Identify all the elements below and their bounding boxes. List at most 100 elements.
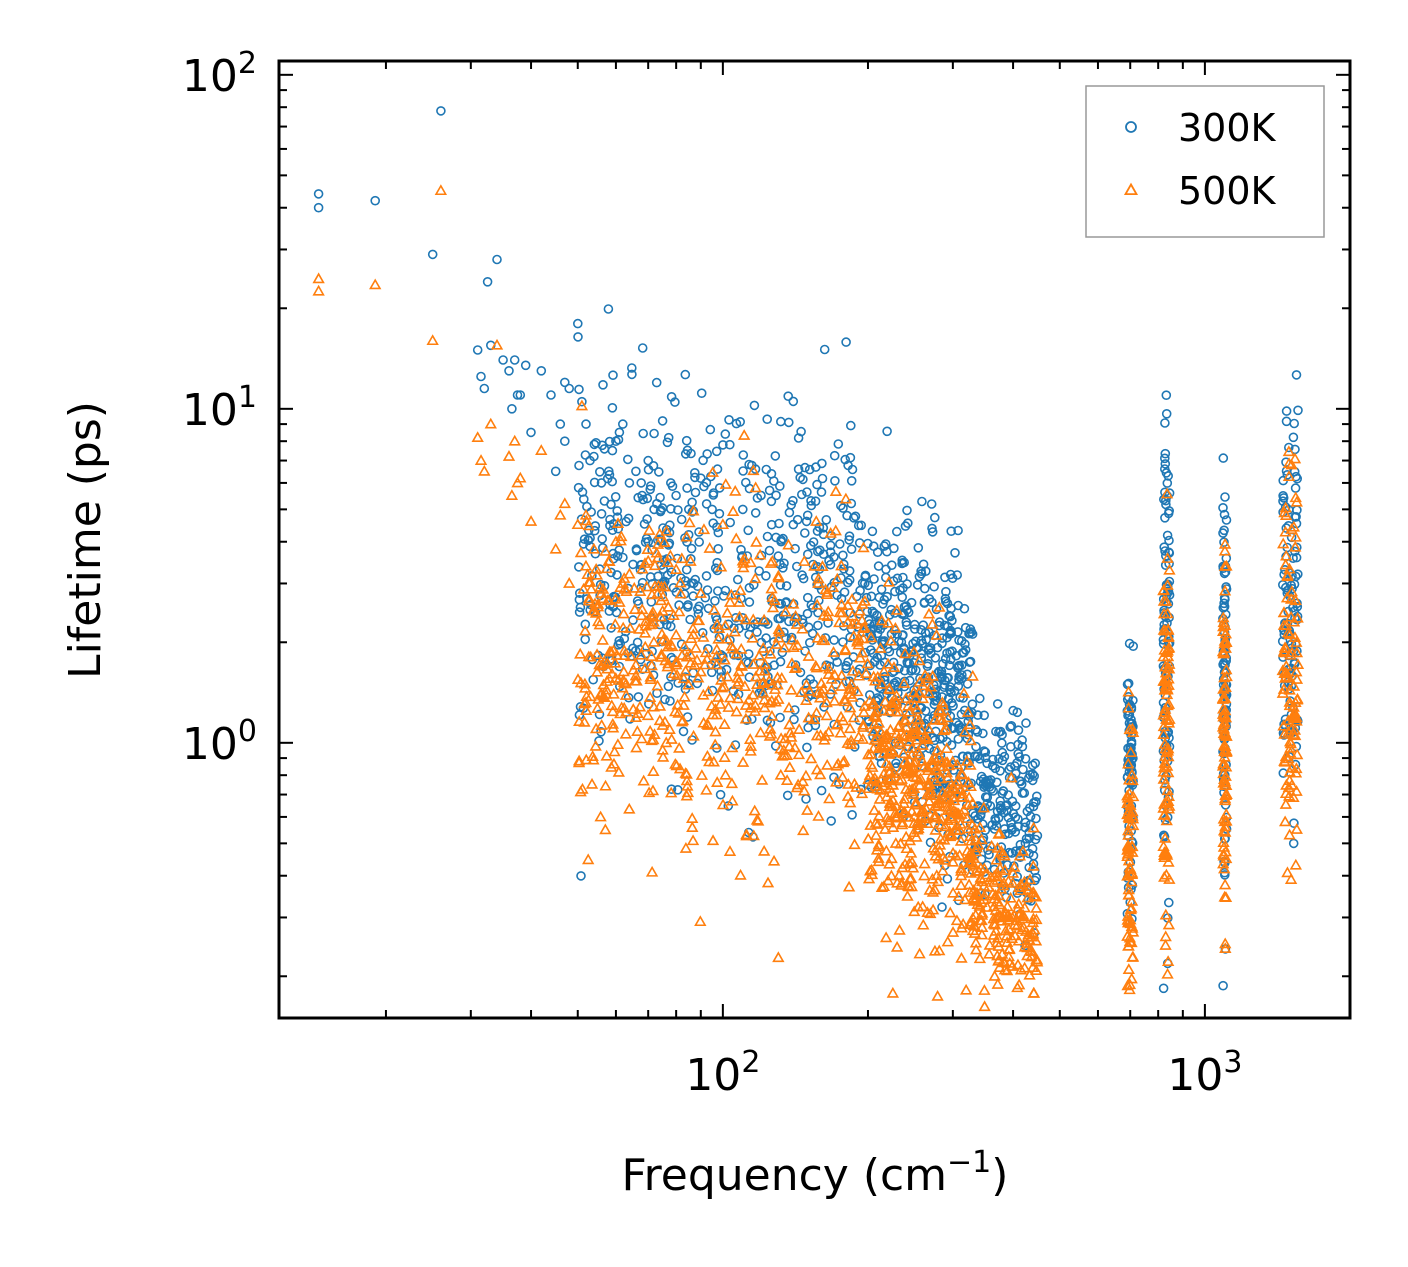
data-point-500K — [893, 705, 906, 717]
data-point-500K — [897, 797, 911, 808]
data-point-300K — [852, 667, 863, 678]
data-point-500K — [845, 677, 858, 689]
data-point-500K — [818, 660, 831, 672]
data-point-500K — [631, 725, 644, 736]
data-point-300K — [882, 426, 892, 437]
data-point-500K — [750, 535, 763, 547]
data-point-300K — [665, 696, 675, 706]
data-point-500K — [903, 754, 916, 765]
data-point-500K — [792, 723, 806, 734]
data-point-500K — [925, 754, 939, 766]
data-point-500K — [1217, 767, 1230, 779]
data-point-500K — [673, 741, 686, 753]
data-point-300K — [941, 586, 951, 597]
data-point-500K — [714, 697, 727, 709]
data-point-500K — [890, 940, 904, 952]
data-point-300K — [614, 635, 625, 646]
data-point-500K — [1123, 935, 1137, 947]
data-point-300K — [798, 573, 809, 584]
data-point-500K — [578, 624, 592, 636]
data-point-300K — [842, 510, 852, 521]
data-point-500K — [1158, 847, 1172, 859]
data-point-500K — [826, 581, 840, 593]
data-point-500K — [694, 665, 707, 677]
data-point-300K — [945, 625, 956, 636]
data-point-300K — [802, 510, 813, 521]
data-point-500K — [812, 809, 825, 821]
data-point-500K — [901, 889, 914, 901]
data-point-300K — [313, 189, 324, 199]
data-point-300K — [890, 586, 900, 597]
data-point-300K — [948, 723, 959, 733]
data-point-300K — [773, 613, 784, 624]
data-point-500K — [597, 678, 610, 690]
data-point-300K — [663, 681, 674, 692]
data-point-500K — [964, 830, 977, 841]
data-point-500K — [989, 904, 1002, 915]
data-point-500K — [991, 978, 1004, 989]
data-point-500K — [1287, 791, 1300, 803]
data-point-500K — [1218, 738, 1231, 750]
data-point-500K — [1158, 683, 1171, 695]
data-point-300K — [1289, 418, 1299, 429]
y-axis-label: Lifetime (ps) — [60, 401, 111, 679]
data-point-500K — [951, 758, 964, 770]
data-point-300K — [664, 527, 675, 538]
data-point-500K — [1006, 960, 1019, 971]
data-point-300K — [622, 454, 633, 465]
data-point-500K — [898, 647, 912, 659]
data-point-500K — [1162, 698, 1176, 709]
data-point-500K — [912, 713, 926, 725]
data-point-300K — [682, 483, 692, 493]
data-point-500K — [1000, 929, 1014, 941]
data-point-300K — [960, 622, 971, 633]
data-point-500K — [1123, 868, 1137, 879]
data-point-500K — [1287, 700, 1300, 712]
data-point-500K — [776, 749, 789, 761]
data-point-300K — [942, 598, 953, 609]
data-point-500K — [714, 560, 728, 572]
data-point-500K — [629, 669, 643, 681]
x-axis-label-text: Frequency (cm — [622, 1150, 948, 1201]
data-point-500K — [1160, 487, 1174, 499]
data-point-300K — [708, 518, 719, 529]
data-point-500K — [742, 693, 756, 705]
data-point-500K — [647, 635, 661, 647]
data-point-500K — [971, 838, 985, 850]
data-point-500K — [1122, 845, 1136, 857]
data-point-500K — [990, 910, 1003, 922]
data-point-500K — [875, 677, 889, 689]
data-point-500K — [788, 662, 802, 674]
data-point-500K — [653, 699, 667, 711]
data-point-500K — [974, 861, 987, 873]
data-point-300K — [589, 525, 600, 536]
data-point-500K — [1285, 458, 1298, 470]
data-point-500K — [882, 814, 895, 825]
data-point-500K — [1121, 869, 1134, 881]
data-point-300K — [947, 646, 957, 657]
data-point-500K — [655, 650, 668, 662]
data-point-300K — [1000, 801, 1011, 811]
data-point-500K — [1278, 815, 1292, 827]
data-point-500K — [868, 718, 881, 729]
data-point-500K — [1123, 861, 1136, 873]
data-point-300K — [1008, 705, 1019, 716]
data-point-300K — [958, 647, 969, 658]
data-point-500K — [600, 683, 613, 695]
data-point-500K — [585, 582, 598, 594]
data-point-500K — [879, 695, 892, 707]
data-point-500K — [1023, 873, 1037, 885]
data-point-500K — [916, 692, 930, 704]
data-point-500K — [877, 767, 891, 779]
data-point-500K — [1282, 445, 1296, 457]
data-point-300K — [937, 633, 948, 643]
data-point-300K — [995, 800, 1006, 811]
data-point-500K — [1161, 955, 1175, 967]
data-point-500K — [574, 546, 588, 558]
data-point-300K — [844, 531, 855, 542]
data-point-500K — [884, 723, 897, 735]
data-point-300K — [589, 477, 600, 488]
data-point-300K — [1219, 537, 1229, 548]
data-point-500K — [1157, 772, 1170, 784]
data-point-300K — [692, 581, 703, 592]
